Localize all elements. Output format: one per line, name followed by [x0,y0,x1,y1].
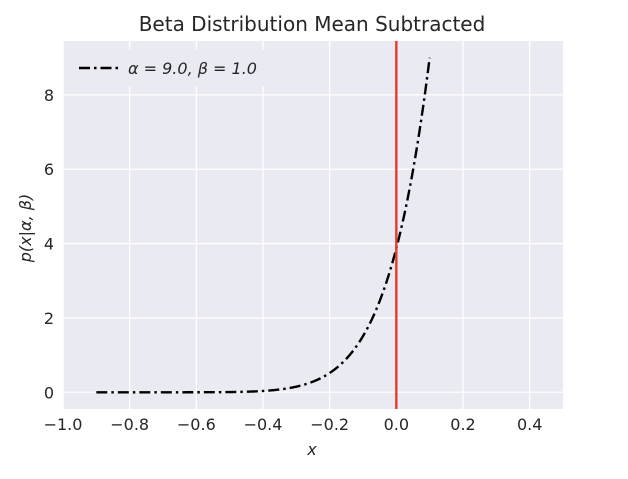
x-tick-label: 0.0 [384,415,409,434]
series-layer [96,57,431,394]
chart-title: Beta Distribution Mean Subtracted [139,12,486,36]
legend: α = 9.0, β = 1.0 [70,50,276,86]
y-tick-label: 4 [44,235,54,254]
y-tick-label: 6 [44,160,54,179]
x-tick-label: −1.0 [44,415,83,434]
x-tick-label: −0.2 [310,415,349,434]
x-tick-label: −0.4 [244,415,283,434]
y-tick-label: 8 [44,86,54,105]
y-axis-label: p(x|α, β) [16,194,35,263]
x-tick-label: −0.8 [110,415,149,434]
x-tick-label: 0.4 [517,415,542,434]
x-tick-label: −0.6 [177,415,216,434]
y-tick-label: 0 [44,383,54,402]
y-tick-labels: 0 2 4 6 8 [44,86,54,402]
x-tick-label: 0.2 [450,415,475,434]
y-tick-label: 2 [44,309,54,328]
plot-area [63,41,563,409]
legend-box [70,50,276,86]
series-line [96,57,431,394]
legend-label: α = 9.0, β = 1.0 [128,59,257,78]
x-tick-labels: −1.0 −0.8 −0.6 −0.4 −0.2 0.0 0.2 0.4 [44,415,543,434]
x-axis-label: x [306,440,317,459]
